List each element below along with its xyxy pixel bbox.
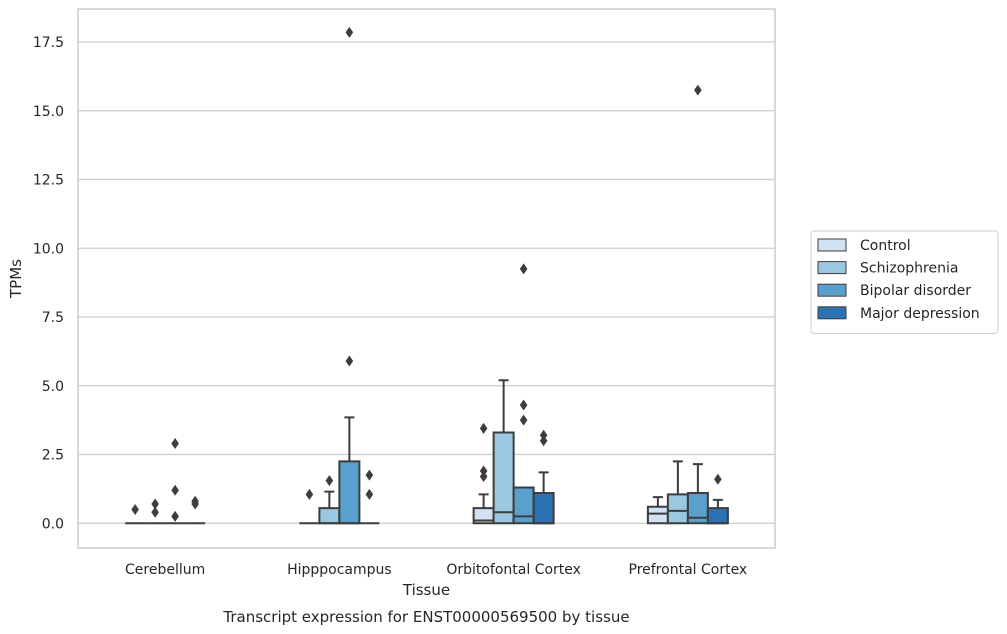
legend-swatch	[817, 238, 847, 252]
y-tick-label: 12.5	[33, 173, 64, 189]
box-bipolar-disorder	[686, 84, 709, 525]
outlier-point	[325, 475, 334, 487]
box-bipolar-disorder	[512, 263, 535, 525]
outlier-point	[519, 263, 528, 275]
legend: Control Schizophrenia Bipolar disorder Majo…	[810, 230, 999, 334]
box-body	[338, 460, 361, 525]
legend-swatch	[817, 306, 847, 320]
x-axis-label: Tissue	[402, 581, 450, 599]
outlier-point	[151, 506, 159, 518]
x-tick-label: Prefrontal Cortex	[629, 562, 748, 578]
y-axis-label: TPMs	[7, 259, 25, 299]
box-major-depression	[359, 469, 380, 525]
box-body	[706, 507, 729, 525]
y-axis-ticks: 0.0 2.5 5.0 7.5 10.0 12.5 15.0 17.5	[33, 35, 64, 532]
legend-label: Major depression	[860, 306, 980, 322]
box-schizophrenia	[492, 379, 515, 525]
legend-swatch	[817, 283, 847, 297]
box-control	[472, 422, 495, 525]
y-tick-label: 5.0	[42, 379, 64, 395]
y-tick-label: 15.0	[33, 104, 64, 120]
x-axis-ticks: Cerebellum Hipppocampus Orbitofontal Corte…	[125, 562, 747, 578]
outlier-point	[171, 510, 179, 522]
box-schizophrenia	[666, 460, 689, 525]
outlier-point	[365, 469, 374, 481]
box-control	[125, 504, 146, 525]
outlier-point	[519, 414, 528, 426]
box-body	[492, 431, 515, 525]
x-tick-label: Hipppocampus	[287, 562, 392, 578]
boxes	[125, 26, 729, 525]
x-tick-label: Cerebellum	[125, 562, 205, 578]
outlier-point	[345, 26, 354, 38]
box-major-depression	[185, 495, 206, 525]
outlier-point	[171, 438, 179, 449]
box-schizophrenia	[145, 498, 166, 525]
y-tick-label: 0.0	[42, 516, 64, 532]
box-control	[646, 496, 669, 525]
box-bipolar-disorder	[338, 26, 361, 525]
outlier-point	[479, 422, 488, 434]
chart-caption: Transcript expression for ENST0000056950…	[222, 608, 629, 626]
box-body	[666, 493, 689, 525]
plot-frame	[77, 8, 776, 549]
y-tick-label: 2.5	[42, 448, 64, 464]
box-bipolar-disorder	[165, 438, 186, 525]
outlier-point	[131, 504, 139, 515]
x-tick-label: Orbitofontal Cortex	[446, 562, 581, 578]
outlier-point	[345, 355, 354, 367]
box-body	[512, 486, 535, 525]
box-body	[318, 507, 341, 525]
box-major-depression	[706, 473, 729, 525]
outlier-point	[365, 488, 374, 500]
box-body	[532, 492, 555, 525]
outlier-point	[539, 429, 548, 441]
y-tick-label: 10.0	[33, 241, 64, 257]
legend-swatch	[817, 261, 847, 275]
outlier-point	[519, 399, 528, 411]
outlier-point	[191, 495, 199, 507]
legend-label: Bipolar disorder	[860, 283, 971, 299]
outlier-point	[479, 465, 488, 477]
outlier-point	[171, 484, 179, 496]
legend-label: Schizophrenia	[860, 261, 958, 277]
legend-label: Control	[860, 238, 911, 254]
outlier-point	[305, 488, 314, 500]
box-body	[646, 505, 669, 525]
box-control	[299, 488, 320, 525]
box-schizophrenia	[318, 475, 341, 525]
y-tick-label: 7.5	[42, 310, 64, 326]
y-tick-label: 17.5	[33, 35, 64, 51]
box-major-depression	[532, 429, 555, 525]
outlier-point	[714, 473, 722, 485]
gridlines	[78, 41, 775, 524]
outlier-point	[151, 498, 159, 510]
legend-frame	[810, 230, 999, 334]
outlier-point	[694, 84, 702, 96]
